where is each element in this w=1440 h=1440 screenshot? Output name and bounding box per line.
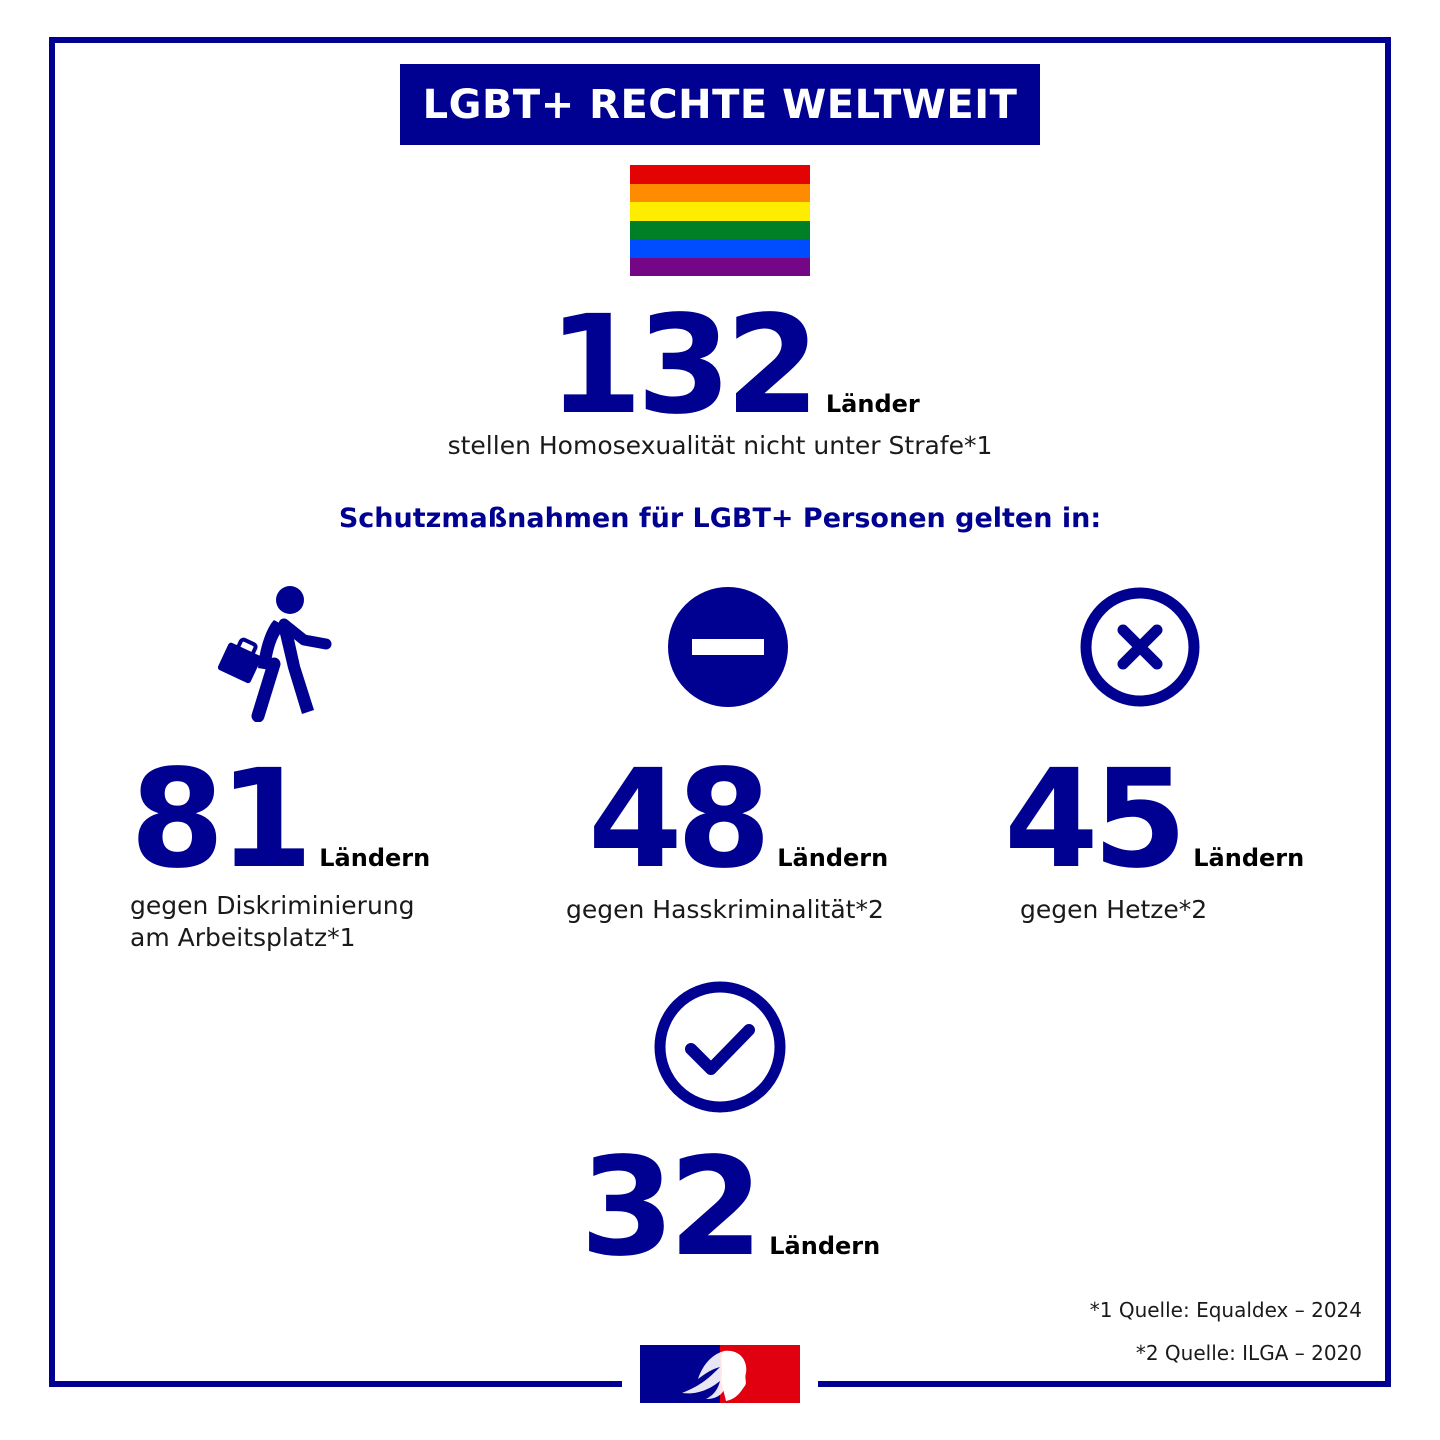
circle-x-icon	[1080, 587, 1200, 707]
stat-32: 32 Ländern	[580, 1140, 880, 1276]
stat-unit: Ländern	[769, 1232, 881, 1260]
page-title: LGBT+ RECHTE WELTWEIT	[400, 64, 1040, 145]
stat-number: 32	[580, 1129, 763, 1287]
stat-81: 81 Ländern	[130, 752, 430, 888]
stat-description-line: am Arbeitsplatz*1	[130, 923, 356, 952]
stat-number: 81	[130, 741, 313, 899]
stat-unit: Ländern	[1193, 844, 1305, 872]
stat-unit: Ländern	[319, 844, 431, 872]
stat-description: gegen Hasskriminalität*2	[566, 895, 884, 924]
headline-unit: Länder	[825, 390, 920, 418]
headline-stat: 132 Länder	[548, 298, 920, 434]
stat-description: gegen Hetze*2	[1020, 895, 1208, 924]
section-subtitle: Schutzmaßnahmen für LGBT+ Personen gelte…	[338, 503, 1102, 534]
circle-check-icon	[654, 981, 786, 1113]
stat-number: 48	[588, 741, 771, 899]
headline-description: stellen Homosexualität nicht unter Straf…	[447, 431, 993, 460]
headline-number: 132	[548, 287, 820, 445]
rainbow-flag-icon	[630, 165, 810, 276]
no-entry-icon	[668, 587, 788, 707]
stat-description-line: gegen Diskriminierung	[130, 891, 415, 920]
stat-number: 45	[1004, 741, 1187, 899]
stat-45: 45 Ländern	[1004, 752, 1304, 888]
stat-48: 48 Ländern	[588, 752, 888, 888]
footnote-ilga: *2 Quelle: ILGA – 2020	[1135, 1341, 1362, 1365]
stat-unit: Ländern	[777, 844, 889, 872]
walking-person-briefcase-icon	[217, 586, 332, 722]
marianne-logo-icon	[640, 1345, 800, 1403]
footnote-equaldex: *1 Quelle: Equaldex – 2024	[1089, 1298, 1362, 1322]
stat-description: gegen Diskriminierung am Arbeitsplatz*1	[130, 890, 415, 954]
